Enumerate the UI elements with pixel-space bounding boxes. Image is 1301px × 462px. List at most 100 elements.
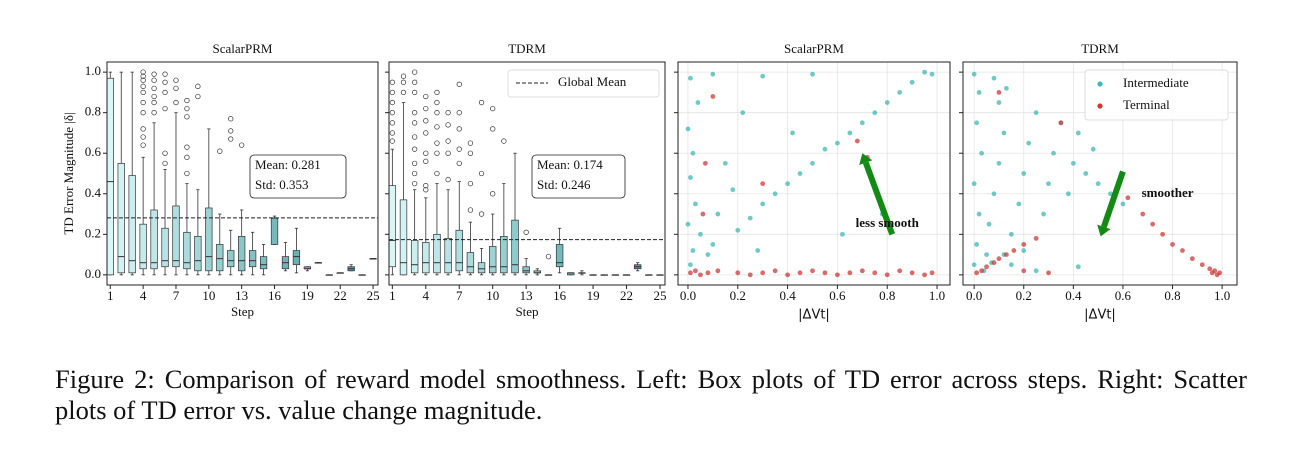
box xyxy=(270,217,279,245)
point xyxy=(785,272,790,278)
axes-frame xyxy=(388,61,666,286)
caption: Figure 2: Comparison of reward model smo… xyxy=(55,364,1247,425)
point xyxy=(1207,266,1213,272)
point xyxy=(971,71,977,77)
point xyxy=(810,160,815,166)
box xyxy=(150,209,158,270)
box xyxy=(172,205,180,268)
box xyxy=(205,207,213,272)
axes-frame xyxy=(677,61,951,286)
annotation: less smooth xyxy=(856,215,920,230)
box xyxy=(433,233,441,274)
point xyxy=(1046,181,1051,187)
outlier xyxy=(423,118,429,124)
box xyxy=(444,238,452,274)
outlier xyxy=(434,99,440,106)
point xyxy=(693,201,698,207)
annotation: smoother xyxy=(1142,185,1194,200)
x-tick-label: 13 xyxy=(520,288,533,303)
point xyxy=(705,270,711,276)
point xyxy=(785,181,790,187)
box xyxy=(248,250,257,268)
stats-box xyxy=(531,154,626,199)
subplot-title: TDRM xyxy=(508,41,546,56)
legend-label: Terminal xyxy=(1123,97,1170,112)
point xyxy=(760,181,766,187)
outlier xyxy=(217,148,223,154)
x-tick-label: 10 xyxy=(202,288,215,303)
x-tick-label: 25 xyxy=(653,288,666,303)
point xyxy=(1051,150,1056,156)
point xyxy=(710,71,716,77)
point xyxy=(1011,248,1017,253)
point xyxy=(1214,272,1220,278)
outlier xyxy=(423,130,429,136)
point xyxy=(872,270,878,276)
legend-swatch xyxy=(1097,81,1103,87)
arrow-head xyxy=(859,153,873,166)
point xyxy=(854,138,860,144)
outlier xyxy=(162,150,168,156)
outlier xyxy=(411,134,418,140)
outlier xyxy=(411,120,418,126)
point xyxy=(688,270,693,276)
figure: ScalarPRM 1 4 7 10 13 16 19 22 25 0.0 0.2 0.4 0.6 0.8 1… xyxy=(61,41,1238,323)
point xyxy=(772,191,778,197)
x-tick-label: 13 xyxy=(235,288,248,303)
outlier xyxy=(456,146,462,152)
box xyxy=(259,256,268,270)
outlier xyxy=(467,207,474,213)
x-tick-label: 4 xyxy=(140,288,147,303)
point xyxy=(1033,268,1039,274)
outlier xyxy=(140,134,146,140)
legend-swatch xyxy=(1097,103,1103,109)
point xyxy=(730,187,736,193)
outlier xyxy=(545,253,552,260)
outlier xyxy=(490,126,496,132)
outlier xyxy=(239,142,245,148)
point xyxy=(1065,191,1071,197)
point xyxy=(1003,85,1009,91)
point xyxy=(897,90,903,95)
x-tick-label: 19 xyxy=(587,288,600,303)
point xyxy=(979,268,984,274)
outlier xyxy=(400,73,407,79)
point xyxy=(760,201,766,207)
y-tick-label: 0.0 xyxy=(85,266,101,281)
outlier xyxy=(478,211,485,217)
outlier xyxy=(151,110,157,116)
x-tick-label: 25 xyxy=(367,288,380,303)
outlier xyxy=(423,105,429,112)
point xyxy=(690,248,696,253)
point xyxy=(797,171,803,176)
outlier xyxy=(456,81,462,87)
point xyxy=(974,242,980,247)
box xyxy=(500,235,508,274)
subplot-title: TDRM xyxy=(1081,41,1119,56)
point xyxy=(986,221,992,227)
x-tick-label: 0.4 xyxy=(1065,288,1082,303)
x-axis-label: Step xyxy=(231,304,254,319)
x-tick-label: 1.0 xyxy=(929,288,945,303)
outlier xyxy=(228,136,234,142)
box xyxy=(466,252,475,274)
point xyxy=(979,150,984,156)
outlier xyxy=(184,105,190,112)
outlier xyxy=(389,99,395,106)
outlier xyxy=(423,158,429,164)
point xyxy=(1021,248,1027,253)
point xyxy=(976,211,982,217)
outlier xyxy=(467,140,474,146)
point xyxy=(897,268,903,274)
outlier xyxy=(162,71,168,77)
outlier xyxy=(389,89,395,96)
outlier xyxy=(467,150,474,156)
box xyxy=(522,266,530,274)
point xyxy=(1170,242,1175,247)
point xyxy=(991,75,997,81)
legend-label: Intermediate xyxy=(1123,75,1189,90)
outlier xyxy=(228,128,234,134)
point xyxy=(922,272,927,278)
y-axis-label: TD Error Magnitude |δ| xyxy=(61,112,76,234)
y-tick-label: 0.6 xyxy=(85,144,102,159)
